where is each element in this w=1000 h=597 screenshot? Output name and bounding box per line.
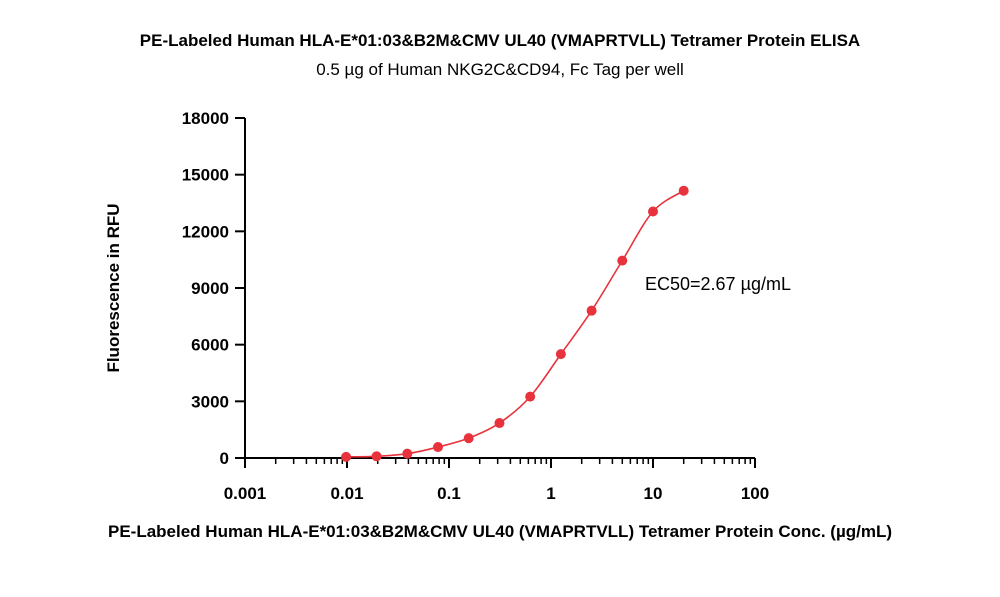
data-point xyxy=(432,442,443,453)
y-tick-label: 0 xyxy=(220,449,229,468)
ec50-annotation: EC50=2.67 µg/mL xyxy=(645,274,791,294)
x-tick-label: 10 xyxy=(644,484,663,503)
y-axis-label: Fluorescence in RFU xyxy=(104,203,123,372)
x-ticks: 0.001 0.01 0.1 1 10 100 xyxy=(224,458,769,503)
data-point xyxy=(678,185,689,196)
y-tick-label: 6000 xyxy=(191,336,229,355)
x-tick-label: 0.01 xyxy=(330,484,363,503)
y-axis: 0 3000 6000 9000 12000 15000 18000 xyxy=(182,109,246,468)
data-point xyxy=(494,418,505,429)
y-tick-label: 3000 xyxy=(191,392,229,411)
data-point xyxy=(555,349,566,360)
x-tick-label: 1 xyxy=(546,484,555,503)
data-point xyxy=(371,451,382,462)
y-tick-label: 15000 xyxy=(182,166,229,185)
data-point xyxy=(617,255,628,266)
data-point xyxy=(648,206,658,217)
x-axis: 0.001 0.01 0.1 1 10 100 xyxy=(224,457,769,503)
data-points xyxy=(341,185,689,462)
x-tick-label: 100 xyxy=(741,484,769,503)
data-point xyxy=(463,433,474,444)
chart-subtitle: 0.5 µg of Human NKG2C&CD94, Fc Tag per w… xyxy=(316,60,684,79)
data-point xyxy=(525,391,536,402)
data-point xyxy=(341,451,352,462)
y-tick-label: 12000 xyxy=(182,222,229,241)
y-tick-label: 18000 xyxy=(182,109,229,128)
x-tick-label: 0.1 xyxy=(437,484,461,503)
data-point xyxy=(586,305,597,316)
y-ticks: 0 3000 6000 9000 12000 15000 18000 xyxy=(182,109,245,468)
fit-curve xyxy=(346,190,685,458)
x-tick-label: 0.001 xyxy=(224,484,267,503)
x-axis-label: PE-Labeled Human HLA-E*01:03&B2M&CMV UL4… xyxy=(108,522,892,541)
data-point xyxy=(402,448,413,459)
y-tick-label: 9000 xyxy=(191,279,229,298)
chart-title: PE-Labeled Human HLA-E*01:03&B2M&CMV UL4… xyxy=(140,31,860,50)
